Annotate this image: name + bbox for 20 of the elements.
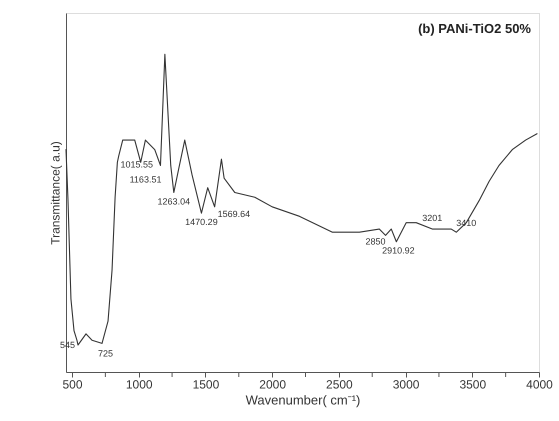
x-tick-label: 2000 bbox=[259, 378, 286, 392]
annotation: 1163.51 bbox=[130, 174, 162, 184]
y-axis-title: Transmittance( a.u) bbox=[48, 141, 62, 245]
x-axis-title: Wavenumber( cm⁻¹) bbox=[246, 392, 360, 408]
annotation: 725 bbox=[98, 348, 114, 358]
x-tick-label: 1000 bbox=[126, 378, 153, 392]
x-tick-label: 1500 bbox=[192, 378, 220, 392]
annotation: 2850 bbox=[366, 236, 386, 246]
x-tick-label: 4000 bbox=[526, 378, 554, 392]
x-tick-label: 3500 bbox=[459, 378, 486, 392]
x-tick-label: 500 bbox=[62, 378, 83, 392]
x-tick-label: 2500 bbox=[326, 378, 354, 392]
annotation: 1263.04 bbox=[158, 196, 190, 206]
annotation: 1015.55 bbox=[120, 159, 153, 170]
annotation: 3201 bbox=[422, 213, 442, 224]
chart-title: (b) PANi-TiO2 50% bbox=[418, 21, 532, 36]
x-tick-label: 3000 bbox=[392, 378, 420, 392]
annotation: 2910.92 bbox=[382, 246, 415, 256]
annotation: 1470.29 bbox=[185, 217, 218, 228]
annotation: 1569.64 bbox=[218, 208, 250, 219]
